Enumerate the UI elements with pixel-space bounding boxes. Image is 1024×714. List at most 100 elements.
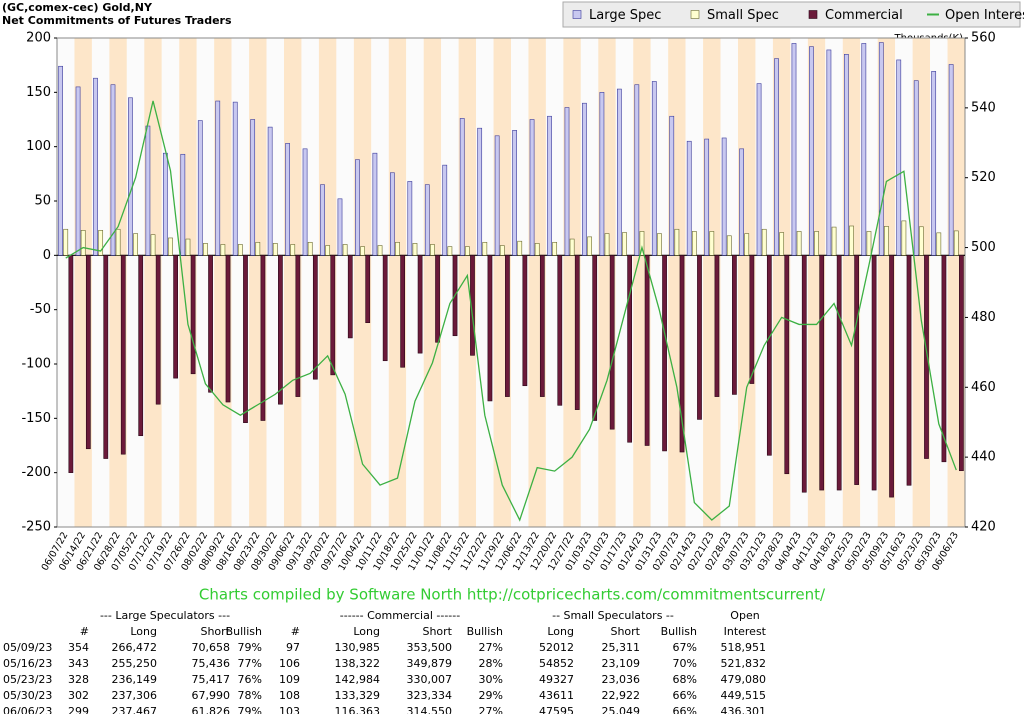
table-cell: 323,334	[407, 689, 453, 702]
bar	[756, 83, 762, 256]
table-cell: 353,500	[407, 641, 453, 654]
table-cell: 436,301	[721, 705, 767, 714]
table-cell: 43611	[539, 689, 574, 702]
bar	[941, 255, 947, 463]
table-cell: 29%	[479, 689, 503, 702]
table-cell: 25,311	[602, 641, 641, 654]
bar	[80, 230, 86, 256]
column-header: Short	[200, 625, 230, 638]
credit: Charts compiled by Software North http:/…	[199, 586, 826, 604]
column-header: Interest	[724, 625, 767, 638]
bar	[395, 241, 400, 256]
table-cell: 22,922	[602, 689, 641, 702]
bar	[744, 233, 750, 256]
bar	[819, 255, 825, 491]
bar	[430, 244, 435, 256]
bar	[505, 255, 510, 397]
bar	[657, 233, 662, 256]
bar	[290, 244, 296, 256]
table-cell: 266,472	[112, 641, 158, 654]
table-cell: 328	[68, 673, 89, 686]
bar	[691, 231, 697, 256]
y-tick-label: 200	[26, 31, 51, 46]
bar	[604, 233, 610, 256]
bar	[120, 255, 126, 455]
bar	[307, 241, 313, 256]
bar	[442, 164, 448, 256]
bar	[220, 244, 226, 256]
table-cell: 66%	[673, 705, 697, 714]
table-cell: 78%	[238, 689, 262, 702]
bar	[255, 241, 261, 256]
column-header: Short	[610, 625, 640, 638]
row-date: 05/09/23	[3, 641, 52, 654]
table-cell: 66%	[673, 689, 697, 702]
bar	[110, 84, 116, 256]
y-tick-label: 50	[34, 194, 51, 209]
bar	[622, 232, 627, 256]
bar	[592, 255, 598, 421]
stripe	[318, 38, 337, 527]
table-cell: 302	[68, 689, 89, 702]
bar	[739, 148, 744, 256]
bar	[953, 230, 959, 256]
bar	[325, 245, 331, 256]
bar	[260, 255, 266, 421]
bar	[522, 255, 528, 387]
bar	[889, 255, 894, 498]
bar	[85, 255, 91, 450]
bar	[272, 243, 278, 256]
bar	[639, 231, 645, 256]
table-cell: 23,036	[602, 673, 641, 686]
bar	[854, 255, 860, 485]
bar	[68, 255, 74, 473]
bar	[784, 255, 790, 475]
bar	[320, 184, 325, 256]
bar	[871, 255, 877, 491]
bar	[534, 243, 540, 256]
table-cell: 116,363	[335, 705, 381, 714]
table-cell: 106	[279, 657, 300, 670]
legend-label: Small Spec	[707, 8, 779, 23]
table-cell: 25,049	[602, 705, 641, 714]
bar	[599, 92, 605, 256]
bar	[726, 235, 732, 256]
bar	[913, 80, 919, 256]
bar	[809, 46, 814, 256]
stripe	[336, 38, 354, 527]
y2-tick-label: 560	[971, 31, 996, 46]
bar	[407, 181, 413, 256]
bar	[906, 255, 912, 486]
bar	[552, 241, 558, 256]
bar	[243, 255, 248, 423]
legend-swatch	[690, 10, 700, 19]
table-cell: 67%	[673, 641, 697, 654]
bar	[347, 255, 353, 339]
legend-label: Open Interest	[945, 8, 1024, 23]
table-cell: 479,080	[721, 673, 767, 686]
table-cell: 108	[279, 689, 300, 702]
bar	[372, 152, 378, 256]
bar	[103, 255, 109, 459]
bar	[312, 255, 318, 380]
bar	[557, 255, 563, 406]
table-cell: 79%	[238, 641, 262, 654]
y-tick-label: 100	[26, 139, 51, 154]
bar	[128, 97, 133, 256]
bar	[412, 243, 418, 256]
table-cell: 75,436	[192, 657, 231, 670]
legend-swatch	[572, 10, 582, 19]
table-cell: 314,550	[407, 705, 453, 714]
bar	[529, 119, 535, 256]
bar	[679, 255, 685, 453]
bar	[924, 255, 929, 459]
table-cell: 97	[286, 641, 300, 654]
bar	[180, 153, 186, 256]
table-cell: 70,658	[192, 641, 231, 654]
table-cell: 349,879	[407, 657, 453, 670]
table-cell: 138,322	[335, 657, 381, 670]
y2-tick-label: 480	[971, 310, 996, 325]
bar	[791, 43, 797, 256]
bar	[302, 148, 308, 256]
bar	[948, 64, 954, 256]
